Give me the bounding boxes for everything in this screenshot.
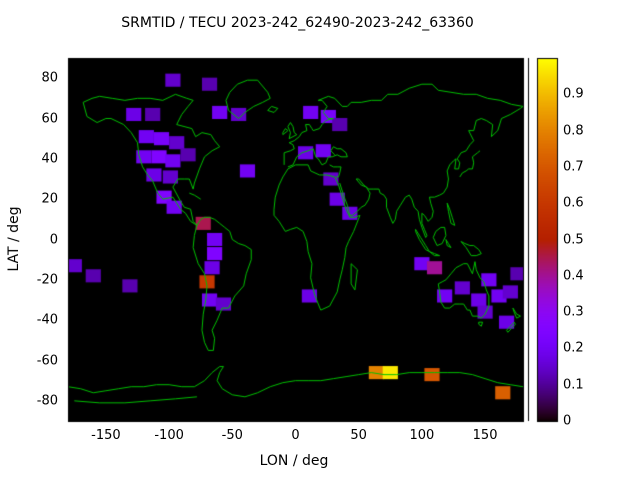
ytick-label: -60 <box>36 353 58 368</box>
xtick-label: 50 <box>350 428 367 443</box>
ytick-label: -80 <box>36 393 58 409</box>
xtick-label: -50 <box>221 428 243 443</box>
xtick-label: 0 <box>291 428 300 443</box>
ytick-label: 60 <box>41 111 58 126</box>
ctick-label: 0.4 <box>563 268 584 284</box>
ctick-label: 0.9 <box>563 86 584 102</box>
ytick-label: 40 <box>41 151 58 167</box>
ctick-label: 0.1 <box>563 377 584 393</box>
xtick-label: 100 <box>409 428 435 443</box>
chart-title: SRMTID / TECU 2023-242_62490-2023-242_63… <box>121 15 474 31</box>
xtick-label: -100 <box>154 428 184 443</box>
xtick-label: 150 <box>472 428 498 443</box>
ctick-label: 0.3 <box>563 304 584 320</box>
ytick-label: -40 <box>36 312 58 328</box>
ctick-label: 0.8 <box>563 123 584 139</box>
ctick-label: 0.7 <box>563 159 584 175</box>
ytick-label: 0 <box>49 232 58 247</box>
x-axis-label: LON / deg <box>259 453 329 469</box>
ctick-label: 0.6 <box>563 195 584 211</box>
ctick-label: 0.5 <box>563 232 584 247</box>
ytick-label: -20 <box>36 272 58 288</box>
ctick-label: 0.2 <box>563 340 584 356</box>
ytick-label: 20 <box>41 191 58 207</box>
ytick-label: 80 <box>41 70 58 86</box>
ctick-label: 0 <box>563 413 572 429</box>
xtick-label: -150 <box>91 428 121 443</box>
